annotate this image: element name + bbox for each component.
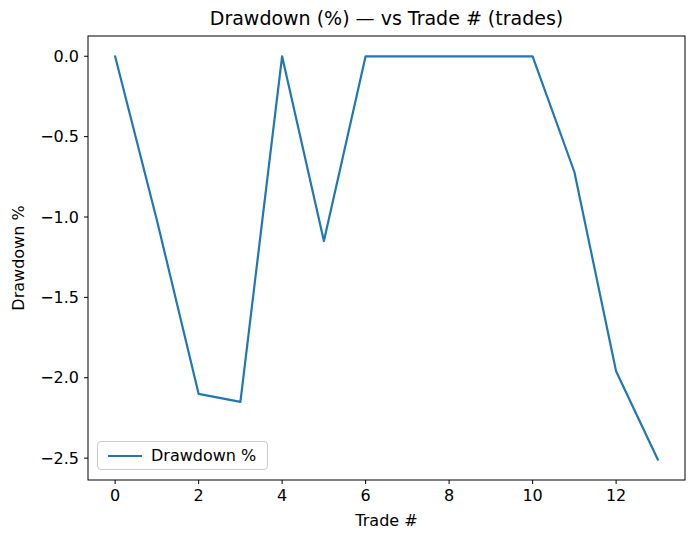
- matplotlib-figure: Drawdown (%) — vs Trade # (trades) 02468…: [0, 0, 695, 546]
- x-tick-label: 4: [277, 486, 287, 505]
- y-tick-label: −2.0: [40, 368, 79, 387]
- x-tick-label: 12: [606, 486, 626, 505]
- x-tick-label: 8: [444, 486, 454, 505]
- x-tick-label: 6: [361, 486, 371, 505]
- drawdown-line: [115, 56, 658, 459]
- x-tick-label: 0: [110, 486, 120, 505]
- legend-line-sample: [107, 454, 143, 458]
- y-tick-label: −1.0: [40, 208, 79, 227]
- x-tick-label: 2: [194, 486, 204, 505]
- plot-frame: [88, 36, 685, 480]
- y-tick-label: 0.0: [54, 47, 79, 66]
- y-tick-label: −1.5: [40, 288, 79, 307]
- legend-label: Drawdown %: [151, 446, 256, 465]
- y-tick-label: −2.5: [40, 449, 79, 468]
- y-axis-label: Drawdown %: [9, 205, 28, 310]
- y-tick-label: −0.5: [40, 127, 79, 146]
- legend: Drawdown %: [97, 441, 268, 470]
- x-axis-label: Trade #: [88, 511, 685, 530]
- x-tick-label: 10: [522, 486, 542, 505]
